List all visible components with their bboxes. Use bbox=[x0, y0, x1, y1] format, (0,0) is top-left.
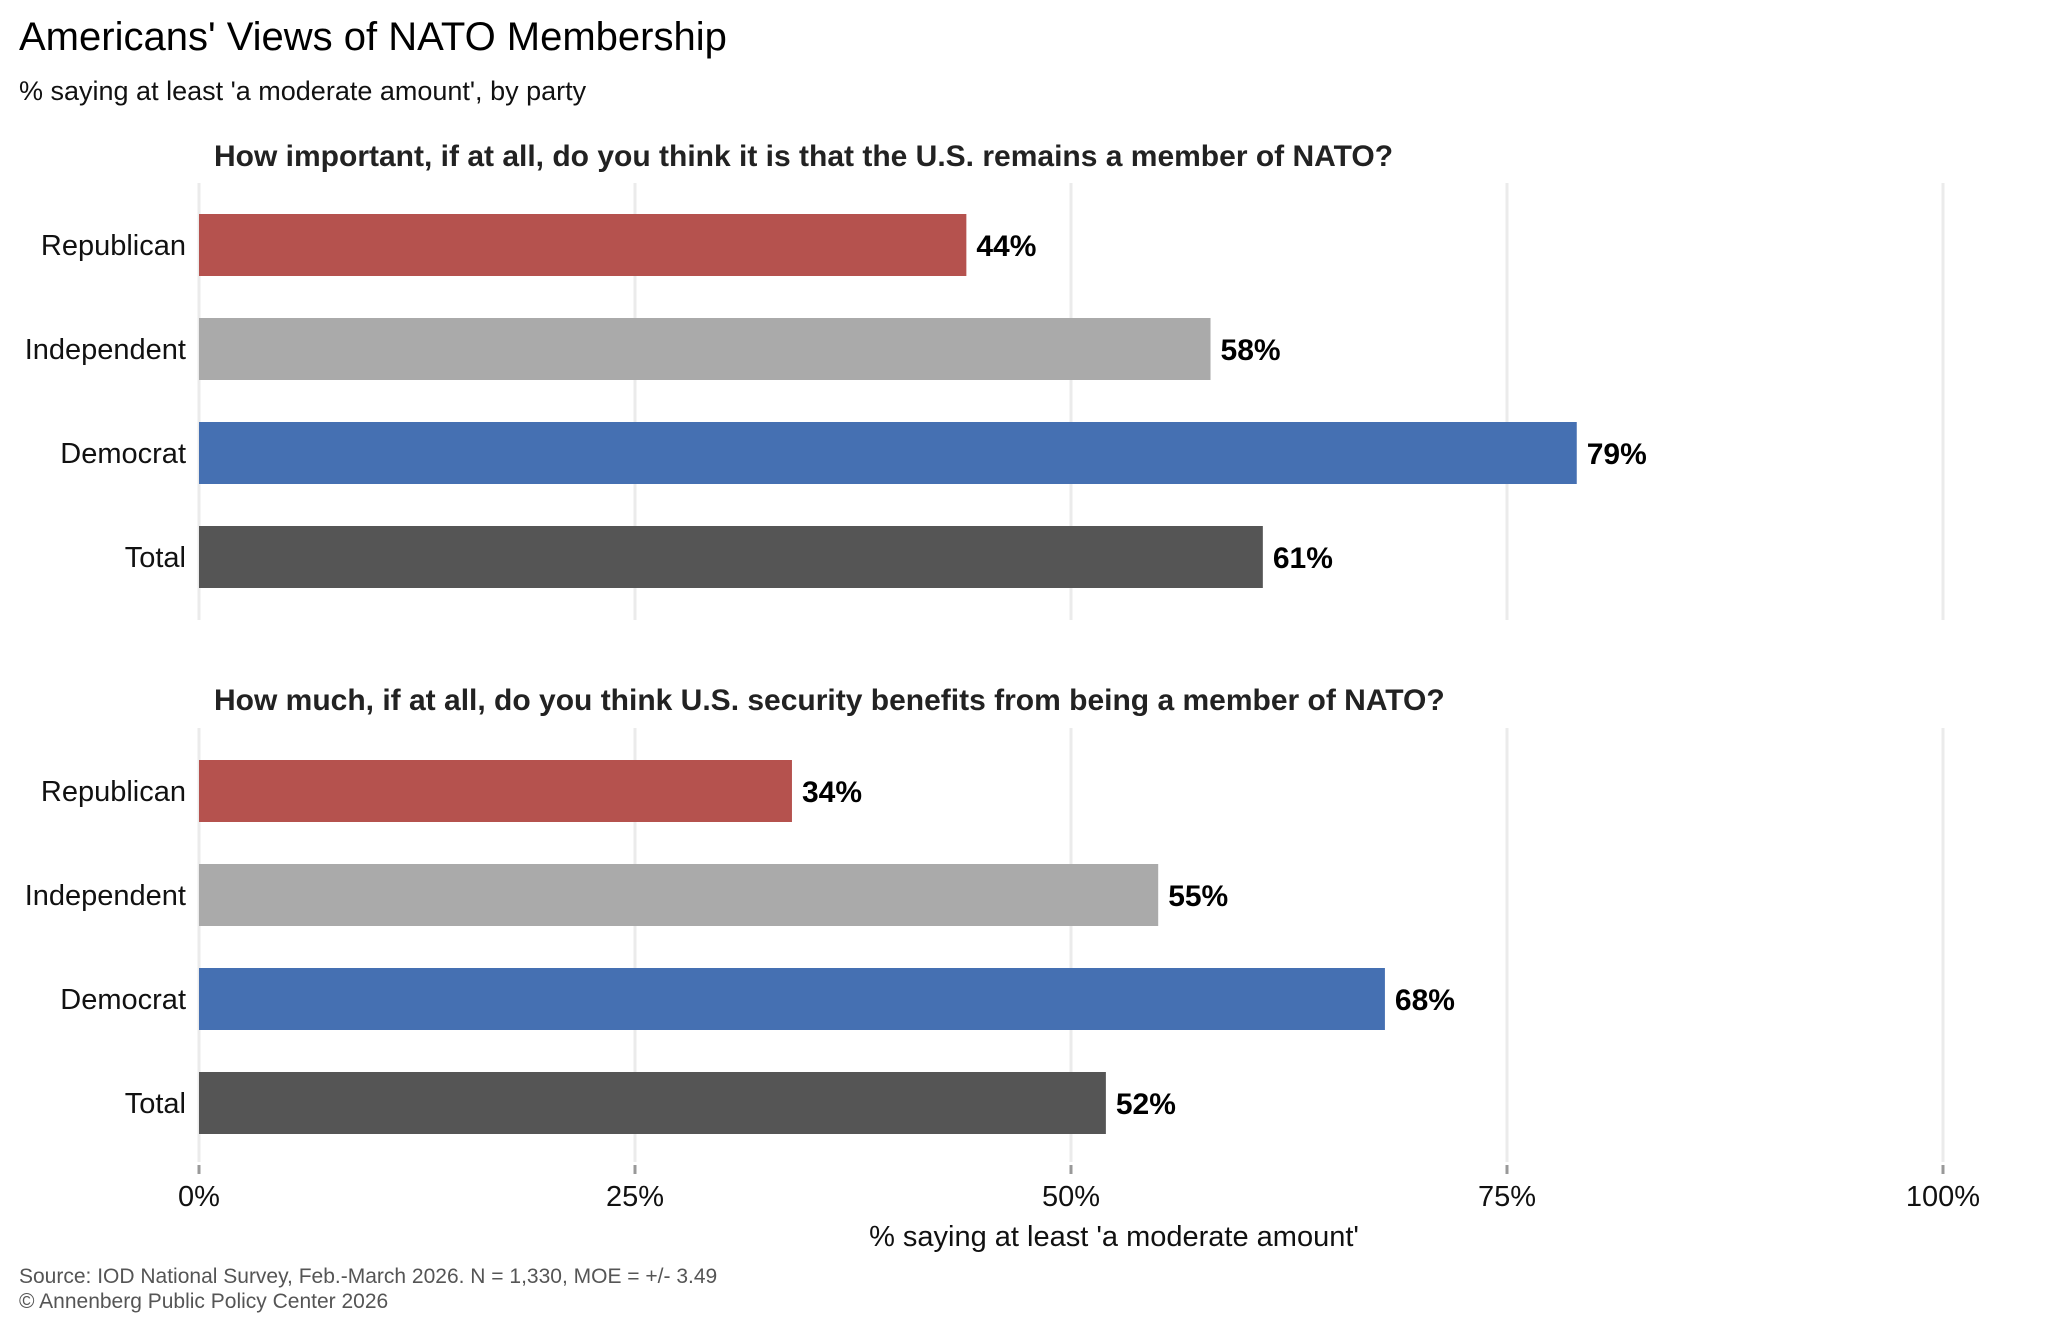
x-axis-title: % saying at least 'a moderate amount' bbox=[869, 1221, 1359, 1253]
chart-subtitle: % saying at least 'a moderate amount', b… bbox=[19, 76, 587, 106]
category-label-independent: Independent bbox=[25, 334, 186, 366]
category-label-democrat: Democrat bbox=[60, 984, 186, 1016]
category-label-total: Total bbox=[125, 1088, 186, 1120]
value-label-independent: 55% bbox=[1168, 880, 1228, 913]
value-label-total: 52% bbox=[1116, 1088, 1176, 1121]
value-label-democrat: 68% bbox=[1395, 984, 1455, 1017]
bars: Republican 34% Independent 55% Democrat 68% To… bbox=[25, 760, 1455, 1134]
bar-total bbox=[199, 526, 1263, 588]
panel-question: How important, if at all, do you think i… bbox=[214, 140, 1393, 173]
source-note: Source: IOD National Survey, Feb.-March … bbox=[19, 1265, 717, 1288]
bar-total bbox=[199, 1072, 1106, 1134]
x-tick-label: 100% bbox=[1906, 1181, 1980, 1213]
value-label-democrat: 79% bbox=[1587, 438, 1647, 471]
value-label-independent: 58% bbox=[1221, 334, 1281, 367]
x-tick-label: 0% bbox=[178, 1181, 220, 1213]
category-label-total: Total bbox=[125, 542, 186, 574]
x-tick-label: 75% bbox=[1478, 1181, 1536, 1213]
value-label-total: 61% bbox=[1273, 542, 1333, 575]
bar-republican bbox=[199, 760, 792, 822]
x-tick-label: 50% bbox=[1042, 1181, 1100, 1213]
panel-security-benefits: How much, if at all, do you think U.S. s… bbox=[25, 684, 1945, 1162]
x-tick-label: 25% bbox=[606, 1181, 664, 1213]
copyright-note: © Annenberg Public Policy Center 2026 bbox=[19, 1290, 388, 1313]
bar-democrat bbox=[199, 968, 1385, 1030]
chart-title: Americans' Views of NATO Membership bbox=[19, 15, 727, 59]
category-label-democrat: Democrat bbox=[60, 438, 186, 470]
panel-question: How much, if at all, do you think U.S. s… bbox=[214, 684, 1445, 717]
panel-remain-member: How important, if at all, do you think i… bbox=[25, 140, 1945, 620]
category-label-republican: Republican bbox=[41, 776, 186, 808]
bar-democrat bbox=[199, 422, 1577, 484]
x-axis: 0% 25% 50% 75% 100% bbox=[178, 1165, 1980, 1213]
value-label-republican: 44% bbox=[976, 230, 1036, 263]
bar-independent bbox=[199, 318, 1211, 380]
category-label-republican: Republican bbox=[41, 230, 186, 262]
value-label-republican: 34% bbox=[802, 776, 862, 809]
bar-independent bbox=[199, 864, 1159, 926]
bar-republican bbox=[199, 214, 967, 276]
bars: Republican 44% Independent 58% Democrat 79% To… bbox=[25, 214, 1647, 588]
category-label-independent: Independent bbox=[25, 880, 186, 912]
